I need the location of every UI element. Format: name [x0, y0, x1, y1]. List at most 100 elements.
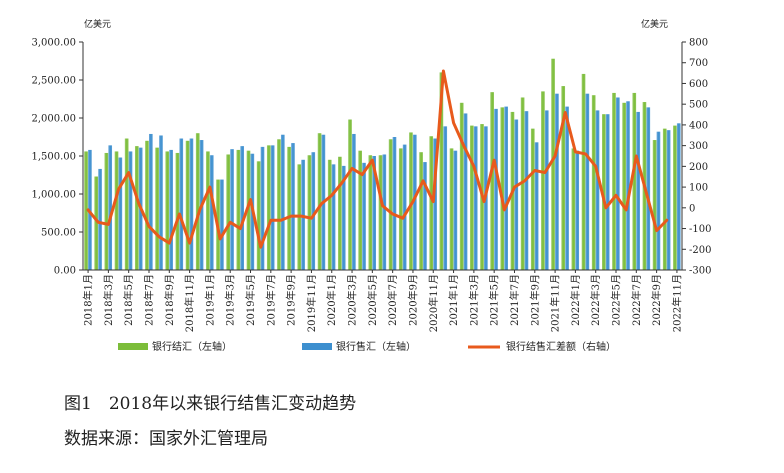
right-axis-unit: 亿美元: [641, 18, 668, 30]
settle-bar-2020-11: [429, 136, 434, 270]
x-tick-label: 2018年7月: [142, 274, 155, 326]
sale-bar-2019-06: [260, 146, 265, 270]
settle-bar-2018-09: [165, 151, 170, 270]
figure-source: 数据来源：国家外汇管理局: [64, 429, 268, 449]
x-tick-label: 2021年9月: [528, 274, 541, 326]
settle-bar-2022-09: [652, 140, 657, 270]
legend-item-settle: 银行结汇（左轴）: [118, 340, 232, 353]
x-tick-label: 2018年11月: [183, 274, 196, 332]
x-tick-label: 2020年11月: [427, 274, 440, 332]
settle-bar-2020-03: [348, 119, 352, 271]
legend: 银行结汇（左轴） 银行售汇（左轴） 银行结售汇差额（右轴）: [118, 340, 616, 353]
sale-bar-2018-09: [169, 149, 173, 270]
sale-bar-2019-04: [240, 146, 245, 270]
sale-bar-2021-09: [534, 142, 539, 270]
plot-frame: [82, 42, 683, 271]
sale-bar-2022-07: [636, 111, 640, 270]
settle-bar-2020-02: [338, 156, 342, 270]
settle-bar-2021-09: [530, 128, 535, 270]
settle-bar-2022-11: [673, 125, 677, 270]
settle-bar-2019-06: [256, 161, 261, 270]
settle-bar-2020-05: [368, 155, 373, 270]
right-tick-label: 400: [689, 120, 708, 131]
sale-bar-2021-10: [544, 110, 549, 271]
settle-bar-2018-03: [104, 152, 109, 270]
x-tick-label: 2021年3月: [467, 274, 480, 326]
sale-bar-2020-02: [341, 165, 346, 270]
sale-bar-2020-12: [443, 126, 448, 270]
sale-bar-2022-06: [626, 101, 630, 270]
x-tick-label: 2019年11月: [305, 274, 318, 332]
sale-bar-2022-02: [585, 93, 590, 271]
x-tick-label: 2021年1月: [447, 274, 460, 326]
sale-bar-2022-03: [595, 110, 600, 271]
x-tick-label: 2019年5月: [244, 274, 257, 326]
x-tick-label: 2022年9月: [650, 274, 663, 326]
settle-bar-2022-10: [662, 128, 667, 270]
sale-bar-2021-06: [504, 106, 508, 270]
settle-bar-2022-02: [581, 73, 586, 270]
sale-bar-2020-01: [331, 164, 336, 270]
settle-bar-2019-11: [307, 155, 312, 270]
sale-bar-2018-03: [108, 145, 113, 270]
x-tick-label: 2021年5月: [488, 274, 501, 326]
sale-bar-2020-04: [362, 162, 366, 270]
settle-bar-2020-12: [439, 72, 444, 271]
sale-bar-2022-01: [575, 150, 580, 270]
settle-bar-2019-08: [277, 139, 281, 270]
sale-bar-2021-02: [463, 113, 468, 270]
settle-bar-2020-09: [409, 132, 413, 270]
x-tick-label: 2020年1月: [325, 274, 338, 326]
x-tick-label: 2018年9月: [163, 274, 176, 326]
sale-bar-2022-08: [646, 107, 651, 270]
settle-bar-2019-05: [246, 150, 251, 270]
sale-bar-2019-02: [220, 179, 224, 270]
sale-bar-2021-03: [473, 126, 478, 270]
sale-bar-2020-09: [412, 134, 417, 270]
sale-bar-2021-12: [565, 106, 569, 270]
right-tick-label: 200: [689, 162, 708, 173]
sale-bar-2021-07: [514, 119, 519, 271]
left-tick-label: 500.00: [41, 228, 76, 239]
sale-bar-2020-05: [372, 156, 376, 270]
sale-bar-2018-02: [98, 168, 102, 270]
legend-item-balance: 银行结售汇差额（右轴）: [468, 340, 616, 353]
right-tick-label: -200: [689, 245, 711, 256]
settle-bar-2022-01: [571, 148, 576, 270]
x-tick-label: 2018年1月: [82, 274, 95, 326]
settle-bar-2021-12: [561, 86, 566, 270]
right-tick-label: 300: [689, 141, 708, 152]
sale-bar-2021-11: [555, 93, 559, 271]
settle-bar-2018-01: [84, 151, 88, 270]
sale-bar-2022-04: [605, 114, 610, 270]
sale-bar-2019-08: [280, 134, 285, 270]
sale-bar-2018-08: [159, 135, 163, 270]
right-tick-label: -100: [689, 224, 711, 235]
balance-line: [86, 69, 669, 249]
sale-bar-2020-08: [402, 144, 407, 270]
sale-bar-2018-10: [179, 138, 184, 270]
bar-series: [84, 58, 681, 271]
x-tick-label: 2021年7月: [508, 274, 521, 326]
settle-bar-2019-04: [236, 149, 241, 270]
right-tick-label: 600: [689, 79, 708, 90]
right-tick-label: 700: [689, 58, 708, 69]
chart-area: 亿美元 亿美元 0.00 500.00 1,000.00 1,500.00 2,000.…: [31, 18, 711, 353]
sale-bar-2022-05: [616, 97, 620, 270]
sale-bar-2022-10: [666, 130, 671, 270]
sale-bar-2021-08: [524, 111, 529, 270]
left-tick-label: 1,500.00: [31, 152, 76, 163]
x-tick-label: 2019年9月: [285, 274, 298, 326]
sale-bar-2020-03: [352, 133, 356, 270]
settle-bar-2019-09: [287, 146, 291, 270]
settle-bar-2019-07: [266, 145, 271, 270]
sale-bar-2018-04: [118, 157, 123, 270]
settle-bar-2021-02: [459, 102, 464, 270]
x-tick-label: 2018年5月: [122, 274, 135, 326]
x-tick-label: 2022年1月: [569, 274, 582, 326]
settle-bar-2021-11: [551, 58, 555, 270]
settle-bar-2022-03: [591, 95, 596, 270]
x-tick-label: 2022年5月: [610, 274, 623, 326]
left-axis: 0.00 500.00 1,000.00 1,500.00 2,000.00 2,500.…: [31, 38, 83, 277]
x-tick-label: 2021年11月: [549, 274, 562, 332]
